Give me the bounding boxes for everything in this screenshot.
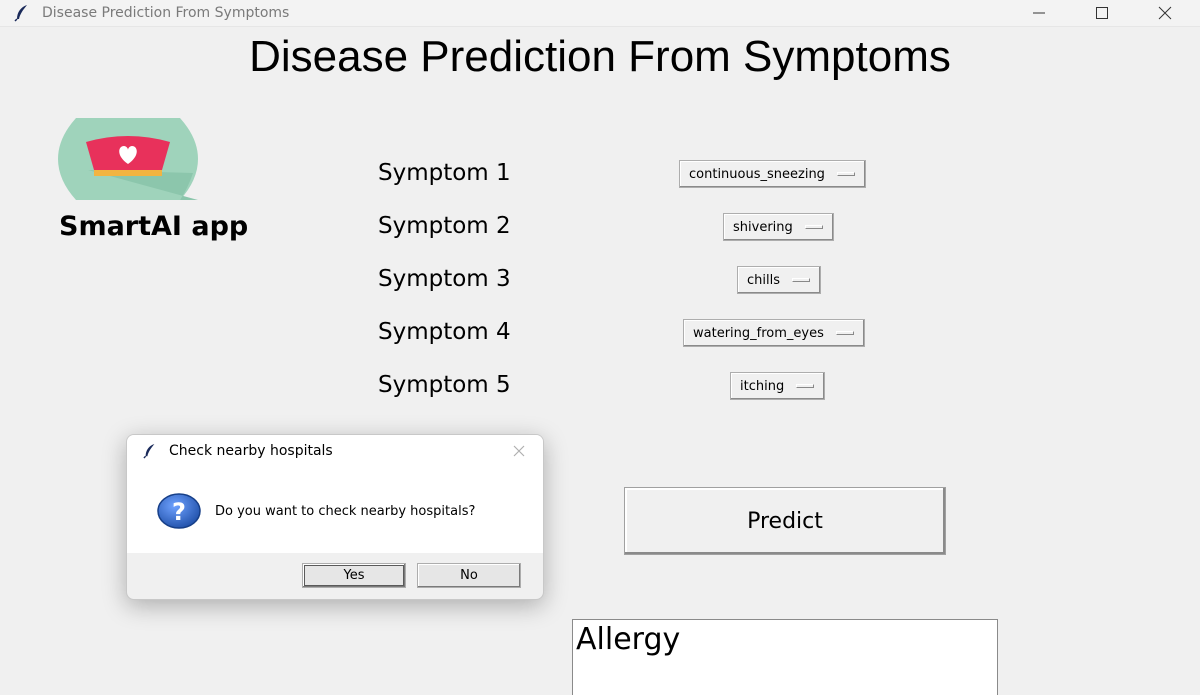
symptom-2-dropdown[interactable]: shivering — [723, 213, 834, 241]
symptom-4-label: Symptom 4 — [378, 319, 511, 345]
svg-text:?: ? — [172, 498, 186, 526]
no-button[interactable]: No — [417, 563, 521, 588]
question-icon: ? — [157, 493, 201, 534]
feather-icon — [14, 4, 30, 22]
dialog-title: Check nearby hospitals — [169, 443, 333, 459]
dialog-titlebar: Check nearby hospitals — [127, 435, 543, 467]
dropdown-indicator-icon — [792, 278, 810, 282]
dropdown-indicator-icon — [796, 384, 815, 388]
result-box: Allergy — [572, 619, 998, 695]
symptom-3-dropdown[interactable]: chills — [737, 266, 821, 294]
symptom-2-value: shivering — [733, 219, 793, 235]
symptom-5-value: itching — [740, 378, 785, 394]
symptom-1-dropdown[interactable]: continuous_sneezing — [679, 160, 866, 188]
maximize-icon — [1096, 7, 1108, 19]
close-icon — [1158, 6, 1172, 20]
minimize-button[interactable] — [1016, 0, 1062, 26]
nurse-cap-heart-icon — [58, 118, 198, 200]
dialog-message: Do you want to check nearby hospitals? — [215, 504, 476, 519]
symptom-5-dropdown[interactable]: itching — [730, 372, 826, 400]
brand-name: SmartAI app — [59, 211, 249, 242]
close-button[interactable] — [1142, 0, 1188, 26]
dialog-close-icon[interactable] — [511, 443, 527, 459]
dropdown-indicator-icon — [835, 331, 854, 335]
window-titlebar: Disease Prediction From Symptoms — [0, 0, 1200, 27]
symptom-2-label: Symptom 2 — [378, 213, 511, 239]
predict-button[interactable]: Predict — [624, 487, 946, 555]
symptom-1-value: continuous_sneezing — [689, 166, 825, 182]
symptom-3-label: Symptom 3 — [378, 266, 511, 292]
symptom-3-value: chills — [747, 272, 780, 288]
symptom-5-label: Symptom 5 — [378, 372, 511, 398]
symptom-4-dropdown[interactable]: watering_from_eyes — [683, 319, 865, 347]
dialog-content: ? Do you want to check nearby hospitals? — [127, 467, 543, 553]
dropdown-indicator-icon — [804, 225, 823, 229]
maximize-button[interactable] — [1079, 0, 1125, 26]
symptom-1-label: Symptom 1 — [378, 160, 511, 186]
check-hospitals-dialog: Check nearby hospitals ? Do you want to … — [126, 434, 544, 600]
window-title: Disease Prediction From Symptoms — [42, 5, 290, 21]
minimize-icon — [1033, 12, 1045, 14]
symptom-4-value: watering_from_eyes — [693, 325, 824, 341]
result-text: Allergy — [576, 622, 681, 657]
feather-icon — [143, 442, 157, 465]
yes-button[interactable]: Yes — [302, 563, 406, 588]
page-title: Disease Prediction From Symptoms — [249, 32, 951, 81]
dropdown-indicator-icon — [836, 172, 855, 176]
